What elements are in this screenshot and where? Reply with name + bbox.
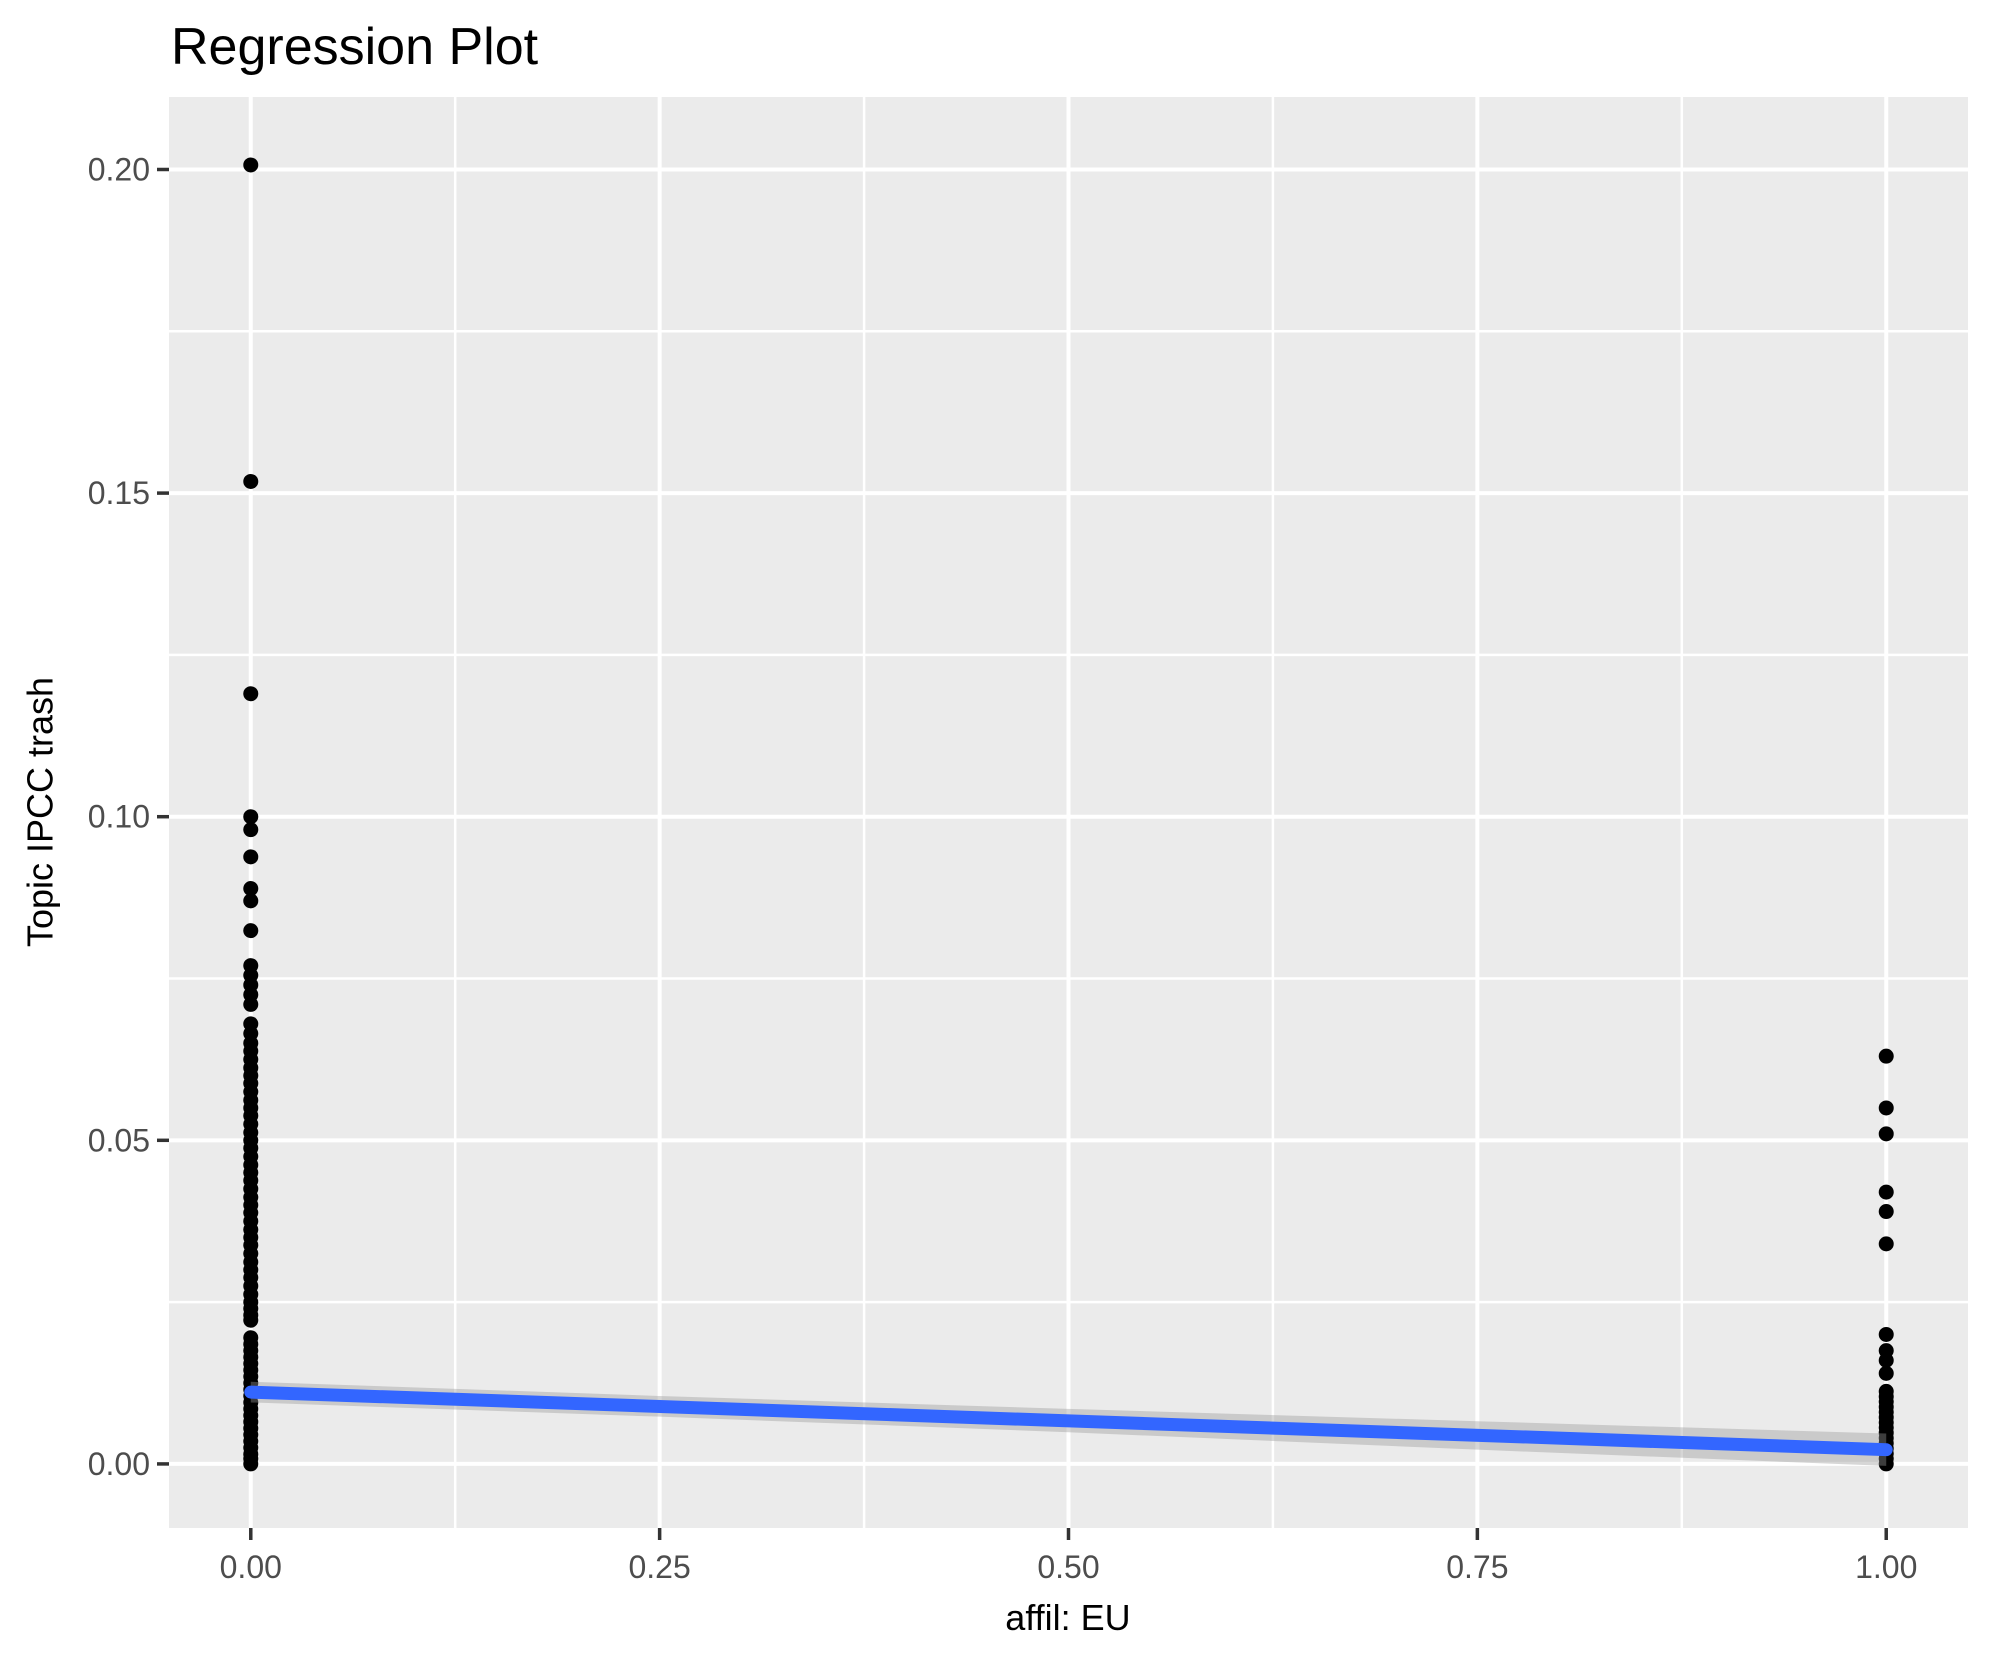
data-point — [243, 473, 259, 489]
y-tick-label: 0.00 — [88, 1446, 150, 1482]
plot-panel: 0.00 0.25 0.50 0.75 1.00 0.00 0.05 0.10 0.15 0.20 — [88, 97, 1968, 1585]
plot-title: Regression Plot — [171, 18, 539, 76]
y-tick-label: 0.15 — [88, 475, 150, 511]
x-tick-label: 0.00 — [220, 1549, 282, 1585]
x-tick-label: 0.25 — [628, 1549, 690, 1585]
data-point — [243, 822, 259, 838]
data-point — [1878, 1100, 1894, 1116]
data-point — [1878, 1326, 1894, 1342]
data-point — [243, 923, 259, 939]
data-point — [1878, 1126, 1894, 1142]
data-point — [243, 1312, 259, 1328]
data-point — [243, 1456, 259, 1472]
regression-line — [244, 1385, 1893, 1457]
x-tick-label: 0.75 — [1446, 1549, 1508, 1585]
y-tick-label: 0.20 — [88, 151, 150, 187]
data-point — [1878, 1365, 1894, 1381]
data-point — [1878, 1048, 1894, 1064]
data-point — [1878, 1184, 1894, 1200]
data-point — [1878, 1456, 1894, 1472]
data-point — [243, 686, 259, 702]
y-axis-title: Topic IPCC trash — [20, 677, 61, 947]
data-point — [243, 809, 259, 825]
data-point — [1878, 1236, 1894, 1252]
data-point — [243, 849, 259, 865]
y-tick-label: 0.10 — [88, 799, 150, 835]
x-tick-label: 1.00 — [1855, 1549, 1917, 1585]
data-point — [1878, 1204, 1894, 1220]
x-axis-title: affil: EU — [1005, 1597, 1130, 1638]
data-point — [243, 996, 259, 1012]
data-point — [243, 881, 259, 897]
data-point — [243, 893, 259, 909]
data-point — [1878, 1352, 1894, 1368]
x-tick-label: 0.50 — [1037, 1549, 1099, 1585]
data-point — [243, 157, 259, 173]
y-tick-label: 0.05 — [88, 1122, 150, 1158]
